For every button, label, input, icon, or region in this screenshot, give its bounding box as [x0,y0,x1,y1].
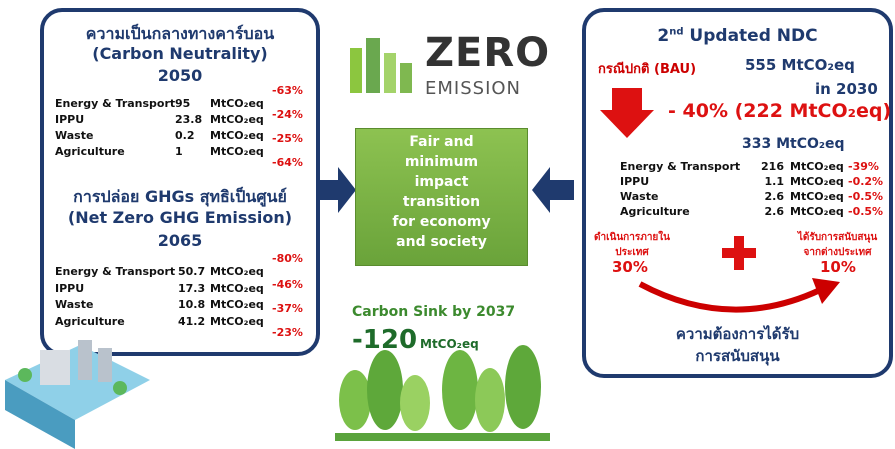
row-value: 1.1 [764,175,785,188]
target: 333 MtCO₂eq [742,136,845,152]
row-unit: MtCO₂eq [210,282,264,295]
row-percent: -46% [272,278,303,291]
box-line: and society [396,234,487,250]
box-line: transition [402,194,481,210]
down-arrow [600,88,654,138]
row-unit: MtCO₂eq [210,298,264,311]
row-percent: -63% [272,84,303,97]
title-num: 2 [657,26,670,46]
row-percent: -64% [272,156,303,169]
bau-year: in 2030 [815,80,878,98]
year: 2050 [157,66,203,85]
row-value: 17.3 [178,282,206,295]
row-value: 216 [761,160,784,173]
row-unit: MtCO₂eq [210,129,264,142]
box-line: for economy [392,214,491,230]
row-label: Waste [55,129,94,142]
title-rest: Updated NDC [689,26,818,46]
row-value: 2.6 [764,190,785,203]
row-percent: -0.5% [848,190,884,203]
row-label: IPPU [55,113,85,126]
domestic-value: 30% [612,258,648,276]
row-label: Agriculture [55,315,125,328]
row-label: Waste [55,298,94,311]
left-panel [40,8,320,356]
row-percent: -23% [272,326,303,339]
building [40,350,70,385]
domestic-label: ดำเนินการภายในประเทศ [593,232,671,258]
row-label: Waste [620,190,659,203]
row-label: Energy & Transport [55,265,176,278]
row-percent: -24% [272,108,303,121]
row-unit: MtCO₂eq [210,315,264,328]
arrow-right [318,167,356,213]
ground-side [5,380,75,449]
support-label: ได้รับการสนับสนุนจากต่างประเทศ [797,232,878,258]
row-percent: -0.5% [848,205,884,218]
row-value: 1 [175,145,183,158]
title-suffix: nd [669,26,684,38]
row-percent: -0.2% [848,175,884,188]
row-value: 95 [175,97,191,110]
sink-value: -120 [352,325,418,355]
row-percent: -39% [848,160,879,173]
need-line: ความต้องการได้รับ [675,325,800,343]
row-percent: -80% [272,252,303,265]
factory-illustration [5,340,150,449]
logo-top: ZERO [425,30,551,76]
need-line: การสนับสนุน [695,347,780,365]
box-line: impact [414,174,469,190]
tree [113,381,127,395]
row-value: 50.7 [178,265,206,278]
row-unit: MtCO₂eq [790,205,844,218]
row-percent: -25% [272,132,303,145]
row-value: 23.8 [175,113,203,126]
title-en: (Carbon Neutrality) [92,44,268,63]
row-label: Agriculture [620,205,690,218]
row-unit: MtCO₂eq [790,190,844,203]
row-label: IPPU [55,282,85,295]
bau-value: 555 MtCO₂eq [745,56,855,74]
transition-box [355,128,528,266]
sink-unit: MtCO₂eq [420,337,479,351]
box-line: Fair and [409,134,474,150]
trees [335,345,550,441]
support-value: 10% [820,258,856,276]
tree [18,368,32,382]
ndc-title: 2nd Updated NDC [582,26,893,46]
right-panel [582,8,893,378]
row-value: 2.6 [764,205,785,218]
row-unit: MtCO₂eq [210,113,264,126]
row-label: Energy & Transport [55,97,176,110]
title-en: (Net Zero GHG Emission) [67,208,293,227]
city-icon [350,38,412,93]
title-th: ความเป็นกลางทางคาร์บอน [85,24,275,43]
tower [78,340,92,380]
logo-bottom: EMISSION [425,78,522,99]
row-unit: MtCO₂eq [210,97,264,110]
curved-arrow [638,278,840,313]
row-label: Agriculture [55,145,125,158]
tower [98,348,112,382]
row-percent: -37% [272,302,303,315]
row-value: 41.2 [178,315,206,328]
row-unit: MtCO₂eq [210,145,264,158]
reduction: - 40% (222 MtCO₂eq) [668,100,892,122]
row-label: Energy & Transport [620,160,741,173]
year: 2065 [157,231,203,250]
row-value: 10.8 [178,298,206,311]
bau-label: กรณีปกติ (BAU) [598,62,697,77]
row-value: 0.2 [175,129,195,142]
sink-title: Carbon Sink by 2037 [352,304,516,320]
box-line: minimum [404,154,479,170]
row-label: IPPU [620,175,650,188]
row-unit: MtCO₂eq [210,265,264,278]
row-unit: MtCO₂eq [790,175,844,188]
arrow-left [532,167,574,213]
row-unit: MtCO₂eq [790,160,844,173]
title-th: การปล่อย GHGs สุทธิเป็นศูนย์ [73,187,287,206]
plus-icon [722,236,756,270]
